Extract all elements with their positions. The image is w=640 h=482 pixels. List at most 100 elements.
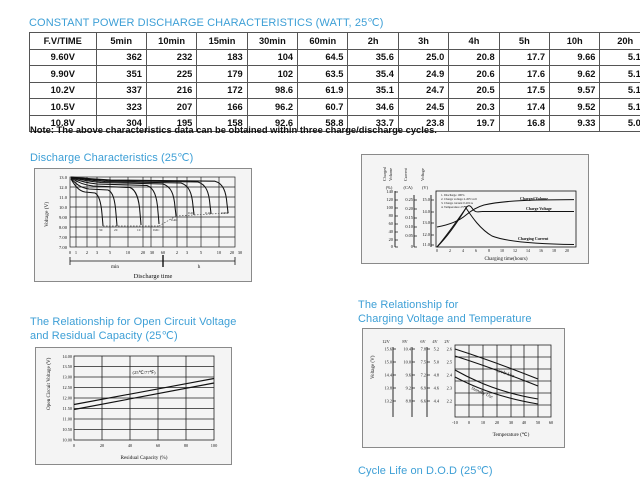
discharge-x-section-h: h <box>198 264 201 270</box>
table-cell: 9.57 <box>549 81 601 99</box>
svg-text:13.0: 13.0 <box>422 220 430 225</box>
table-cell-fv: 10.2V <box>29 81 97 99</box>
ocv-y-tick-labels: 14.00 13.50 13.00 12.50 12.00 11.50 11.00 10.… <box>62 354 72 443</box>
table-row: 10.5V 323 207 166 96.2 60.7 34.6 24.5 20… <box>29 98 640 116</box>
svg-text:3. Charge current 0.20CA: 3. Charge current 0.20CA <box>441 201 474 205</box>
svg-text:12V: 12V <box>382 339 390 344</box>
svg-text:-10: -10 <box>452 420 458 425</box>
table-cell: 195 <box>145 114 198 132</box>
curve-label-1c: 1C <box>137 228 142 232</box>
table-cell: 24.7 <box>397 81 450 99</box>
cvt-ticks-4v: 5.2 5.0 4.8 4.6 4.4 <box>434 347 440 404</box>
cvt-ticks-2v: 2.6 2.5 2.4 2.3 2.2 <box>447 347 453 404</box>
svg-text:4.8: 4.8 <box>434 373 439 378</box>
svg-text:10: 10 <box>481 420 485 425</box>
table-row: 9.60V 362 232 183 104 64.5 35.6 25.0 20.… <box>29 48 640 66</box>
svg-text:0.20: 0.20 <box>405 206 413 211</box>
table-cell: 351 <box>95 65 147 83</box>
table-header-cell: 2h <box>347 32 399 50</box>
discharge-x-section-min: min <box>111 264 119 270</box>
cvt-curve-group <box>454 348 539 405</box>
ocv-x-tick-labels: 0 20 40 60 80 100 <box>73 443 217 448</box>
table-cell: 323 <box>95 98 147 116</box>
discharge-curve-group <box>70 176 229 227</box>
svg-text:9.6: 9.6 <box>406 373 412 378</box>
table-header-cell: 10min <box>145 32 198 50</box>
svg-text:2.3: 2.3 <box>447 386 452 391</box>
charging-plot-frame <box>435 190 577 248</box>
curve-label-2c: 2C <box>114 228 119 232</box>
table-cell: 23.8 <box>397 114 450 132</box>
svg-text:0: 0 <box>69 250 72 255</box>
cvt-ticks-6v: 7.8 7.5 7.2 6.9 6.6 <box>421 347 427 404</box>
svg-text:2: 2 <box>86 250 88 255</box>
table-cell: 232 <box>145 48 198 66</box>
cvt-ticks-12v: 15.6 15.0 14.4 13.8 13.2 <box>384 347 392 404</box>
table-cell: 337 <box>95 81 147 99</box>
svg-text:15.0: 15.0 <box>422 197 430 202</box>
cvt-caption-line2: Charging Voltage and Temperature <box>358 312 532 325</box>
discharge-chart-svg: 3C 2C 1C 0.6C 0.4C 0.2C 0.1C 0.05C 13.01… <box>43 175 243 280</box>
svg-text:13.8: 13.8 <box>384 386 392 391</box>
constant-power-discharge-table: F.V/TIME 5min 10min 15min 30min 60min 2h… <box>29 32 640 132</box>
svg-text:0.25: 0.25 <box>405 197 413 202</box>
svg-text:5: 5 <box>109 250 112 255</box>
svg-text:1. Discharge 100%: 1. Discharge 100% <box>441 193 465 197</box>
table-cell: 183 <box>196 48 248 66</box>
discharge-y-axis-label: Voltage (V) <box>43 202 50 227</box>
table-header-cell: 5h <box>498 32 551 50</box>
cvt-series-label-cycle-use: Cycle Use <box>496 367 515 378</box>
svg-text:12.0: 12.0 <box>59 185 68 190</box>
svg-text:30: 30 <box>238 250 243 255</box>
svg-text:30: 30 <box>509 420 513 425</box>
svg-text:11.0: 11.0 <box>422 242 430 247</box>
svg-text:13.0: 13.0 <box>59 175 68 180</box>
discharge-chart-panel: 3C 2C 1C 0.6C 0.4C 0.2C 0.1C 0.05C 13.0 1… <box>34 168 252 282</box>
axis-title-charged-volume: Charged <box>382 166 387 181</box>
table-cell: 63.5 <box>297 65 349 83</box>
table-cell: 172 <box>196 81 248 99</box>
svg-text:8: 8 <box>488 248 490 253</box>
svg-text:12.00: 12.00 <box>62 396 72 401</box>
table-cell: 58.8 <box>297 114 349 132</box>
svg-text:2: 2 <box>449 248 451 253</box>
svg-text:7.2: 7.2 <box>421 373 426 378</box>
svg-text:80: 80 <box>389 213 394 218</box>
table-cell: 304 <box>95 114 147 132</box>
svg-text:10: 10 <box>217 250 222 255</box>
svg-text:60: 60 <box>389 221 394 226</box>
svg-text:100: 100 <box>211 443 217 448</box>
svg-text:40: 40 <box>522 420 526 425</box>
table-cell: 35.1 <box>347 81 399 99</box>
cvt-chart-panel: 12V 8V 6V 4V 2V Voltage (V) <box>362 328 565 448</box>
discharge-y-tick-labels: 13.0 12.0 11.0 10.0 9.00 8.00 7.00 7.00 <box>59 175 68 250</box>
ocv-chart-svg: (25℃/77℉) 14.00 13.50 13.00 12.50 12.00 11.5… <box>45 354 217 461</box>
charging-annotations: Charged Volume Charge Voltage Charging C… <box>518 197 552 241</box>
table-cell: 96.2 <box>246 98 299 116</box>
table-cell: 5.00 <box>599 114 640 132</box>
discharge-x-axis-label: Discharge time <box>134 273 173 280</box>
svg-text:4.4: 4.4 <box>434 399 440 404</box>
table-header-cell: 5min <box>95 32 147 50</box>
svg-text:10.4: 10.4 <box>403 347 411 352</box>
svg-text:14.0: 14.0 <box>422 209 430 214</box>
svg-text:60: 60 <box>156 443 160 448</box>
svg-text:20: 20 <box>565 248 569 253</box>
svg-text:6.6: 6.6 <box>421 399 427 404</box>
svg-text:20: 20 <box>389 237 394 242</box>
ocv-chart-panel: (25℃/77℉) 14.00 13.50 13.00 12.50 12.00 11.5… <box>35 347 232 465</box>
svg-text:13.00: 13.00 <box>62 375 72 380</box>
axis-unit-ca: (CA) <box>403 185 413 190</box>
svg-text:2V: 2V <box>444 339 450 344</box>
svg-text:5: 5 <box>200 250 203 255</box>
svg-text:0.05: 0.05 <box>405 233 413 238</box>
table-header-cell: 3h <box>397 32 450 50</box>
svg-text:4.6: 4.6 <box>434 386 440 391</box>
svg-text:60: 60 <box>161 250 166 255</box>
svg-text:40: 40 <box>389 229 394 234</box>
cvt-chart-caption: The Relationship for Charging Voltage an… <box>358 299 573 326</box>
svg-text:140: 140 <box>386 189 393 194</box>
table-header-cell: F.V/TIME <box>29 32 97 50</box>
table-cell: 35.6 <box>347 48 399 66</box>
table-header-cell: 60min <box>297 32 349 50</box>
